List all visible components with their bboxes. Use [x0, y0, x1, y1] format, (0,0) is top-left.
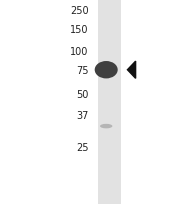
Text: 150: 150 — [70, 25, 88, 34]
Ellipse shape — [100, 124, 112, 129]
Polygon shape — [127, 62, 136, 79]
Text: 75: 75 — [76, 65, 88, 75]
Text: 50: 50 — [76, 90, 88, 100]
Ellipse shape — [95, 62, 118, 79]
Text: 37: 37 — [76, 110, 88, 120]
Text: 25: 25 — [76, 142, 88, 152]
Bar — [98, 0, 121, 204]
Text: 250: 250 — [70, 6, 88, 16]
Text: 100: 100 — [70, 47, 88, 57]
